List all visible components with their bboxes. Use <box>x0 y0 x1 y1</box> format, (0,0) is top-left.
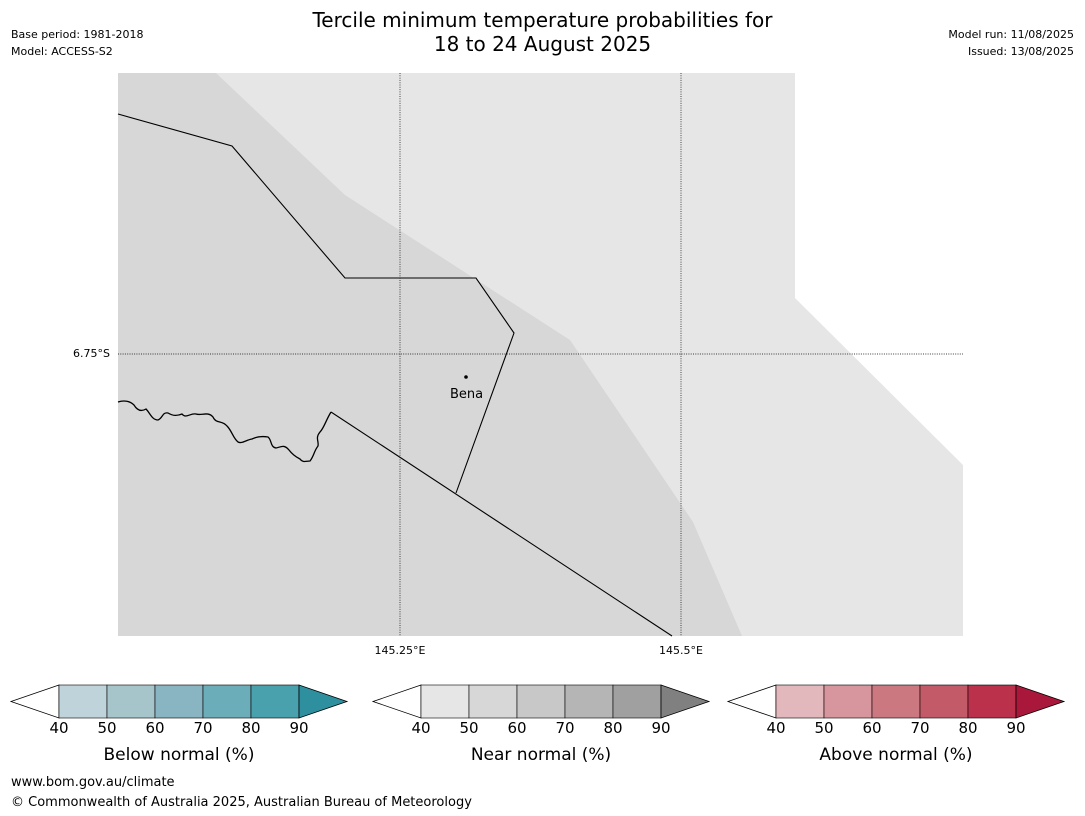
latitude-tick-label: 6.75°S <box>73 347 110 360</box>
colorbar-segment <box>250 684 300 719</box>
colorbar-segment <box>612 684 662 719</box>
colorbar-tick-label: 60 <box>862 719 882 737</box>
colorbar-tick-label: 90 <box>1006 719 1026 737</box>
map-title-line-1: Tercile minimum temperature probabilitie… <box>312 8 773 32</box>
river-line <box>117 400 332 463</box>
colorbar-segment <box>775 684 825 719</box>
colorbar-segment <box>202 684 252 719</box>
colorbar-segment <box>871 684 921 719</box>
province-border-south <box>330 411 673 637</box>
colorbar-tick-label: 80 <box>603 719 623 737</box>
base-period-text: Base period: 1981-2018 <box>11 28 144 41</box>
colorbar-tick-label: 50 <box>459 719 479 737</box>
colorbar-extend-high <box>1015 684 1066 719</box>
footer-url[interactable]: www.bom.gov.au/climate <box>11 775 175 790</box>
colorbar-extend-low <box>9 684 60 719</box>
below-normal-colorbar <box>9 684 349 719</box>
meta-left: Base period: 1981-2018 Model: ACCESS-S2 <box>11 26 143 60</box>
issued-text: Issued: 13/08/2025 <box>967 45 1074 58</box>
colorbar-extend-high <box>298 684 349 719</box>
place-label-bena: Bena <box>450 387 484 402</box>
model-run-text: Model run: 11/08/2025 <box>948 28 1074 41</box>
probability-area-dark <box>118 73 742 636</box>
colorbar-tick-label: 90 <box>651 719 671 737</box>
colorbar-tick-label: 60 <box>145 719 165 737</box>
colorbar-tick-label: 60 <box>507 719 527 737</box>
colorbar-tick-label: 70 <box>910 719 930 737</box>
near-normal-label: Near normal (%) <box>470 745 612 765</box>
colorbar-segment <box>420 684 470 719</box>
colorbar-tick-label: 70 <box>193 719 213 737</box>
colorbar-extend-low <box>371 684 422 719</box>
near-normal-colorbar <box>371 684 711 719</box>
colorbar-segment <box>516 684 566 719</box>
colorbar-extend-low <box>726 684 777 719</box>
longitude-tick-label: 145.5°E <box>659 644 703 657</box>
colorbar-tick-label: 90 <box>289 719 309 737</box>
longitude-tick-label: 145.25°E <box>374 644 426 657</box>
bena-marker <box>464 375 468 379</box>
colorbar-segment <box>823 684 873 719</box>
above-normal-label: Above normal (%) <box>819 745 973 765</box>
colorbar-segment <box>468 684 518 719</box>
colorbar-tick-label: 80 <box>241 719 261 737</box>
colorbar-segment <box>919 684 969 719</box>
colorbar-segment <box>967 684 1017 719</box>
colorbar-tick-label: 50 <box>814 719 834 737</box>
colorbar-segment <box>154 684 204 719</box>
map-blank-region <box>795 73 963 465</box>
model-text: Model: ACCESS-S2 <box>11 45 113 58</box>
footer-copyright: © Commonwealth of Australia 2025, Austra… <box>11 795 472 810</box>
colorbar-tick-label: 80 <box>958 719 978 737</box>
colorbar-segment <box>564 684 614 719</box>
meta-right: Model run: 11/08/2025 Issued: 13/08/2025 <box>948 26 1074 60</box>
colorbar-extend-high <box>660 684 711 719</box>
below-normal-label: Below normal (%) <box>103 745 255 765</box>
province-border-north <box>117 113 515 494</box>
colorbar-tick-label: 40 <box>766 719 786 737</box>
colorbar-tick-label: 70 <box>555 719 575 737</box>
map-title-line-2: 18 to 24 August 2025 <box>433 32 652 56</box>
above-normal-colorbar <box>726 684 1066 719</box>
colorbar-segment <box>58 684 108 719</box>
colorbar-segment <box>106 684 156 719</box>
colorbar-tick-label: 50 <box>97 719 117 737</box>
map-title: Tercile minimum temperature probabilitie… <box>0 8 1085 56</box>
colorbar-tick-label: 40 <box>49 719 69 737</box>
colorbar-tick-label: 40 <box>411 719 431 737</box>
